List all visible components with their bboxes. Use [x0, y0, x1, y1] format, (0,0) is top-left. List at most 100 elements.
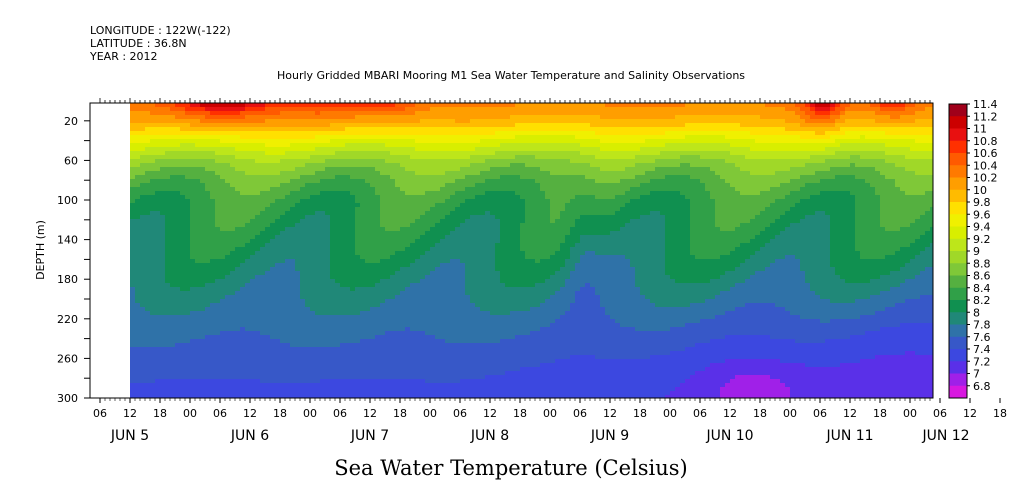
heat-cell: [140, 243, 146, 248]
heat-cell: [360, 251, 366, 256]
heat-cell: [150, 167, 156, 172]
heat-cell: [320, 199, 326, 204]
heat-cell: [385, 183, 391, 188]
heat-cell: [170, 223, 176, 228]
heat-cell: [200, 179, 206, 184]
heat-cell: [205, 255, 211, 260]
heat-cell: [380, 355, 386, 360]
heat-cell: [280, 391, 286, 396]
heat-cell: [350, 119, 356, 124]
heat-cell: [175, 323, 181, 328]
heat-cell: [415, 235, 421, 240]
heat-cell: [210, 103, 216, 108]
heat-cell: [260, 379, 266, 384]
heat-cell: [390, 291, 396, 296]
heat-cell: [185, 131, 191, 136]
heat-cell: [350, 175, 356, 180]
heat-cell: [260, 207, 266, 212]
heat-cell: [455, 307, 461, 312]
heat-cell: [295, 375, 301, 380]
heat-cell: [235, 215, 241, 220]
heat-cell: [415, 111, 421, 116]
heat-cell: [335, 195, 341, 200]
heat-cell: [285, 251, 291, 256]
heat-cell: [290, 147, 296, 152]
heat-cell: [290, 139, 296, 144]
heat-cell: [180, 267, 186, 272]
heat-cell: [165, 275, 171, 280]
heat-cell: [250, 227, 256, 232]
heat-cell: [370, 347, 376, 352]
heat-cell: [155, 335, 161, 340]
heat-cell: [170, 327, 176, 332]
heat-cell: [395, 191, 401, 196]
heat-cell: [400, 159, 406, 164]
heat-cell: [215, 215, 221, 220]
heat-cell: [185, 159, 191, 164]
heat-cell: [275, 355, 281, 360]
heat-cell: [155, 223, 161, 228]
heat-cell: [335, 211, 341, 216]
heat-cell: [350, 227, 356, 232]
heat-cell: [335, 287, 341, 292]
heat-cell: [180, 111, 186, 116]
heat-cell: [175, 135, 181, 140]
heat-cell: [270, 191, 276, 196]
heat-cell: [240, 199, 246, 204]
heat-cell: [350, 183, 356, 188]
heat-cell: [400, 127, 406, 132]
heat-cell: [380, 139, 386, 144]
heat-cell: [325, 379, 331, 384]
heat-cell: [435, 371, 441, 376]
heat-cell: [395, 391, 401, 396]
heat-cell: [145, 283, 151, 288]
heat-cell: [135, 343, 141, 348]
heat-cell: [135, 387, 141, 392]
heat-cell: [215, 303, 221, 308]
heat-cell: [325, 387, 331, 392]
heat-cell: [255, 295, 261, 300]
heat-cell: [335, 167, 341, 172]
heat-cell: [270, 147, 276, 152]
heat-cell: [305, 143, 311, 148]
heat-cell: [385, 303, 391, 308]
heat-cell: [305, 395, 311, 398]
heat-cell: [435, 391, 441, 396]
heat-cell: [430, 123, 436, 128]
heat-cell: [435, 203, 441, 208]
heat-cell: [335, 355, 341, 360]
heat-cell: [205, 163, 211, 168]
heat-cell: [230, 335, 236, 340]
heat-cell: [140, 111, 146, 116]
heat-cell: [135, 371, 141, 376]
heat-cell: [395, 167, 401, 172]
heat-cell: [375, 167, 381, 172]
heat-cell: [335, 175, 341, 180]
heat-cell: [195, 299, 201, 304]
heat-cell: [265, 291, 271, 296]
heat-cell: [345, 327, 351, 332]
heat-cell: [450, 155, 456, 160]
heat-cell: [205, 151, 211, 156]
heat-cell: [390, 307, 396, 312]
heat-cell: [405, 379, 411, 384]
heat-cell: [200, 147, 206, 152]
heat-cell: [205, 179, 211, 184]
heat-cell: [290, 315, 296, 320]
heat-cell: [395, 119, 401, 124]
heat-cell: [450, 347, 456, 352]
heat-cell: [440, 383, 446, 388]
heat-cell: [235, 251, 241, 256]
heat-cell: [295, 331, 301, 336]
heat-cell: [170, 123, 176, 128]
heat-cell: [385, 191, 391, 196]
heat-cell: [195, 243, 201, 248]
heat-cell: [140, 115, 146, 120]
heat-cell: [220, 275, 226, 280]
heat-cell: [245, 383, 251, 388]
heat-cell: [240, 291, 246, 296]
heat-cell: [450, 299, 456, 304]
heat-cell: [215, 159, 221, 164]
heat-cell: [355, 303, 361, 308]
heat-cell: [305, 327, 311, 332]
